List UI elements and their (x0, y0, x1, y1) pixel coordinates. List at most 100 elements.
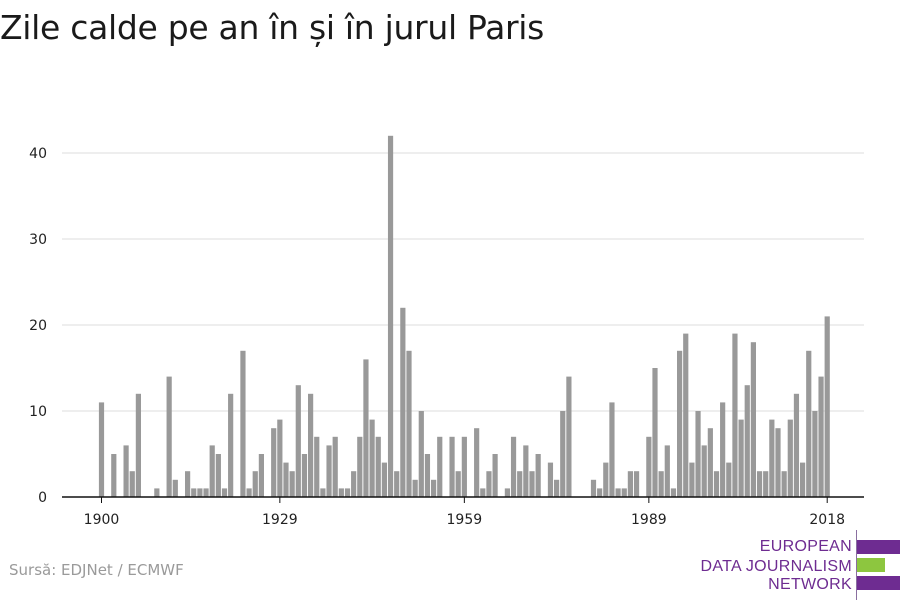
bar-2017 (818, 376, 824, 497)
bar-1962 (480, 488, 486, 497)
bar-1921 (228, 393, 234, 497)
bar-1971 (535, 454, 541, 497)
y-tick-label-10: 10 (29, 404, 47, 420)
bar-1984 (615, 488, 621, 497)
y-tick-label-40: 40 (29, 146, 47, 162)
bar-1983 (609, 402, 615, 497)
bar-1998 (701, 445, 707, 497)
logo-divider (856, 530, 857, 600)
bar-1951 (412, 479, 418, 497)
bar-1953 (424, 454, 431, 497)
bar-1955 (437, 436, 443, 497)
bar-1999 (707, 428, 713, 497)
y-tick-label-0: 0 (38, 490, 47, 506)
bar-1932 (295, 385, 301, 497)
bar-1991 (658, 471, 664, 497)
y-tick-label-20: 20 (29, 318, 47, 334)
bar-2010 (775, 428, 781, 497)
bar-1914 (185, 471, 191, 497)
bar-1966 (504, 488, 510, 497)
bar-1967 (510, 436, 517, 497)
x-axis: 1900 1929 1959 1989 2018 (62, 496, 864, 528)
bar-2002 (726, 462, 732, 497)
bar-1912 (172, 479, 178, 497)
bar-2003 (732, 333, 738, 497)
bar-2018 (824, 316, 830, 497)
bar-1980 (590, 479, 597, 497)
bars (98, 135, 830, 498)
bar-1925 (252, 471, 258, 497)
bar-1919 (215, 454, 221, 497)
logo-bar-purple-bottom (857, 576, 900, 590)
bar-1923 (240, 350, 246, 497)
bar-1941 (351, 471, 357, 497)
bar-1959 (461, 436, 467, 497)
bar-1902 (111, 454, 117, 497)
bar-1985 (621, 488, 627, 497)
bar-1986 (627, 471, 633, 497)
source-note: Sursă: EDJNet / ECMWF (9, 561, 184, 579)
bar-1911 (166, 376, 172, 497)
edjnet-logo[interactable]: EUROPEAN DATA JOURNALISM NETWORK (700, 530, 900, 600)
bar-2007 (756, 471, 763, 497)
bar-1933 (301, 454, 308, 497)
bar-1930 (283, 462, 289, 497)
bar-1950 (406, 350, 412, 497)
x-tick-label-1929: 1929 (262, 512, 298, 528)
bar-2016 (812, 411, 818, 497)
chart-title: Zile calde pe an în și în jurul Paris (0, 8, 545, 47)
bar-1909 (154, 488, 160, 497)
bar-2012 (787, 419, 793, 497)
bar-1924 (246, 488, 252, 497)
bar-1926 (258, 454, 264, 497)
bar-1964 (492, 454, 498, 497)
bar-1995 (683, 333, 689, 497)
bar-1931 (289, 471, 295, 497)
bar-2011 (781, 471, 787, 497)
bar-1949 (400, 307, 406, 497)
bar-1969 (523, 445, 529, 497)
bar-1997 (695, 411, 701, 497)
logo-line-3: NETWORK (768, 576, 852, 593)
bar-1915 (191, 488, 197, 497)
bar-1900 (98, 402, 105, 497)
bar-1918 (209, 445, 215, 497)
bar-1963 (486, 471, 492, 497)
bar-1981 (597, 488, 603, 497)
bar-1916 (197, 488, 203, 497)
x-tick-label-1900: 1900 (84, 512, 120, 528)
bar-1945 (375, 436, 381, 497)
bar-1970 (529, 471, 535, 497)
logo-bar-green (857, 558, 885, 572)
bar-1938 (332, 436, 338, 497)
bar-1954 (431, 479, 437, 497)
bar-1936 (320, 488, 326, 497)
bar-1946 (381, 462, 387, 497)
bar-1948 (394, 471, 400, 497)
bar-1942 (357, 436, 363, 497)
bar-1943 (363, 359, 369, 497)
bar-1994 (677, 350, 683, 497)
bar-1957 (449, 436, 455, 497)
bar-2004 (738, 419, 744, 497)
x-tick-label-1959: 1959 (447, 512, 483, 528)
bar-1989 (646, 436, 652, 497)
logo-bar-purple-top (857, 540, 900, 554)
bar-2009 (769, 419, 775, 497)
bar-1905 (129, 471, 135, 497)
logo-line-2: DATA JOURNALISM (700, 558, 852, 575)
y-tick-label-30: 30 (29, 232, 47, 248)
bar-1958 (455, 471, 461, 497)
bar-1976 (566, 376, 572, 497)
bar-2014 (800, 462, 806, 497)
bar-1993 (670, 488, 677, 497)
logo-line-1: EUROPEAN (759, 538, 852, 555)
bar-1987 (633, 471, 640, 497)
bar-1975 (560, 411, 566, 497)
bar-1937 (326, 445, 332, 497)
bar-1929 (277, 419, 283, 497)
bar-1947 (387, 135, 394, 498)
bar-1904 (123, 445, 129, 497)
bar-1992 (664, 445, 670, 497)
